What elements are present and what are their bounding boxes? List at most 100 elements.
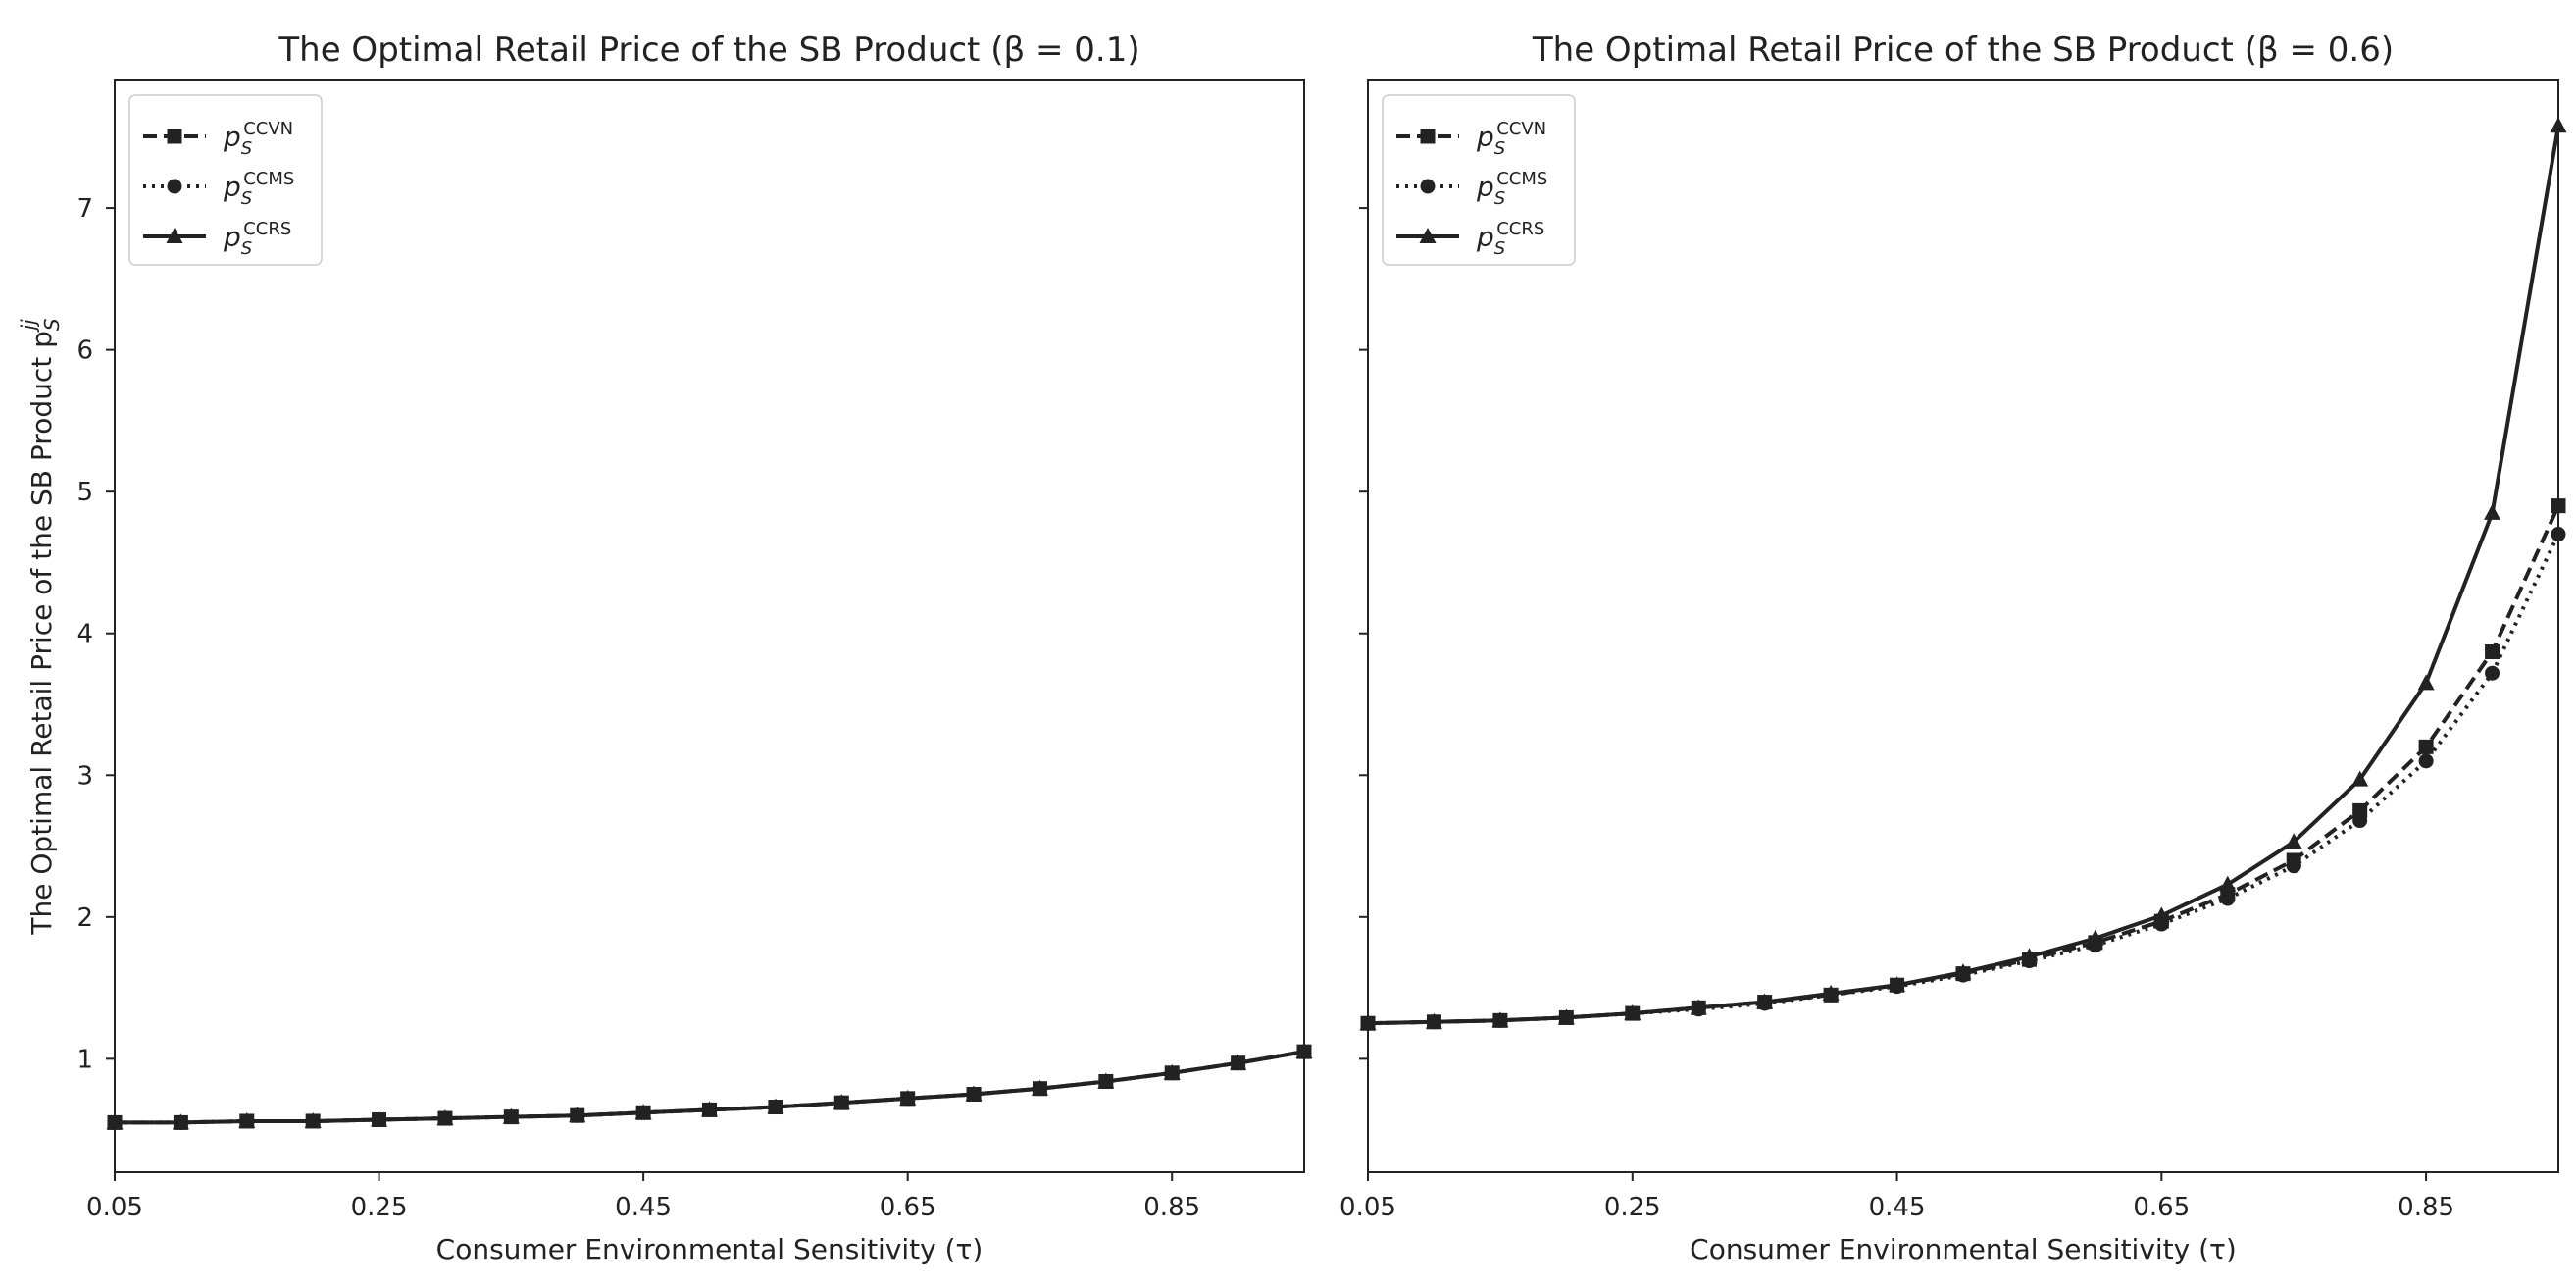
legend-label-sub: S [1494,238,1505,259]
y-tick-label: 2 [76,903,93,933]
legend-marker-ccrs [1419,228,1437,243]
legend-label-sup: CCRS [1496,219,1544,239]
legend-label-ccvn: pSCCVN [223,119,293,159]
data-point-ccrs [1822,984,1840,1001]
legend-marker-ccvn [1420,129,1436,144]
data-point-ccms [2286,858,2301,874]
y-axis-label-sup: jj [17,319,40,334]
legend-label-sub: S [241,188,252,209]
legend-label-sub: S [241,238,252,259]
series-ccrs [1359,117,2567,1031]
x-tick-label: 0.05 [86,1193,143,1222]
series-line-ccvn [1367,504,2560,1026]
x-tick-label: 0.65 [880,1193,936,1222]
y-tick-label: 1 [76,1045,93,1074]
data-point-ccrs [1889,976,1906,993]
series-line-ccms [1367,533,2560,1026]
plot-area [114,79,1305,1173]
legend-label-sup: CCMS [243,169,294,189]
chart-title: The Optimal Retail Price of the SB Produ… [1532,30,2394,70]
y-tick-label: 6 [76,336,93,366]
legend-label-sup: CCMS [1496,169,1547,189]
y-axis-label: The Optimal Retail Price of the SB Produ… [17,318,64,936]
legend-label-sub: S [241,138,252,159]
data-point-ccrs [2087,929,2104,946]
legend-label-ccvn: pSCCVN [1476,119,1546,159]
data-point-ccrs [2484,503,2501,520]
legend-label-base: p [223,171,241,203]
legend-item-ccms: pSCCMS [143,169,294,209]
data-point-ccrs [1097,1072,1115,1089]
legend-label-sup: CCRS [243,219,291,239]
chart-left: The Optimal Retail Price of the SB Produ… [17,30,1313,1265]
data-point-ccrs [2152,906,2170,923]
x-tick-label: 0.05 [1339,1193,1396,1222]
legend-marker-ccms [167,179,182,194]
data-point-ccrs [1031,1079,1048,1096]
legend-label-ccms: pSCCMS [223,169,294,209]
chart-right: The Optimal Retail Price of the SB Produ… [1339,30,2567,1265]
data-point-ccrs [304,1111,322,1128]
legend-item-ccrs: pSCCRS [143,219,291,259]
data-point-ccrs [436,1109,454,1126]
data-point-ccrs [1690,999,1707,1015]
data-point-ccms [2551,527,2566,542]
legend-marker-ccms [1420,179,1436,194]
data-point-ccrs [899,1089,917,1106]
data-point-ccms [2485,665,2500,681]
legend-label-base: p [223,121,241,153]
legend-label-ccrs: pSCCRS [223,219,291,259]
data-point-ccms [2220,891,2236,906]
data-point-ccrs [1557,1008,1575,1025]
x-tick-label: 0.45 [615,1193,672,1222]
data-point-ccrs [1230,1054,1247,1070]
legend-label-sub: S [1494,188,1505,209]
y-tick-label: 7 [76,194,93,224]
x-tick-label: 0.25 [351,1193,408,1222]
data-point-ccrs [1624,1004,1642,1021]
data-point-ccrs [1491,1011,1509,1028]
data-point-ccrs [965,1085,983,1102]
data-point-ccrs [833,1094,850,1110]
legend-label-sub: S [1494,138,1505,159]
data-point-ccrs [371,1110,388,1127]
legend-label-base: p [1476,221,1494,253]
y-axis-label-sub: S [40,318,64,331]
data-point-ccrs [1425,1012,1442,1029]
data-point-ccrs [2550,117,2567,133]
legend-item-ccvn: pSCCVN [1396,119,1546,159]
data-point-ccrs [502,1107,520,1124]
data-point-ccrs [1163,1063,1181,1080]
x-axis-label: Consumer Environmental Sensitivity (τ) [1690,1233,2237,1265]
legend-label-sup: CCVN [1496,119,1546,139]
legend-label-sup: CCVN [243,119,293,139]
legend-label-base: p [1476,171,1494,203]
x-tick-label: 0.85 [1143,1193,1200,1222]
data-point-ccrs [2285,833,2302,849]
data-point-ccrs [634,1104,652,1120]
data-point-ccrs [2020,948,2038,964]
data-point-ccrs [2351,770,2369,787]
data-point-ccrs [1359,1014,1377,1031]
y-tick-label: 3 [76,761,93,791]
data-point-ccms [2352,813,2368,829]
data-point-ccrs [106,1113,124,1130]
data-point-ccrs [2219,875,2237,892]
x-tick-label: 0.25 [1604,1193,1661,1222]
plot-area [1367,79,2559,1173]
data-point-ccrs [238,1111,256,1128]
legend-item-ccvn: pSCCVN [143,119,293,159]
x-tick-label: 0.45 [1869,1193,1926,1222]
y-tick-label: 5 [76,478,93,507]
data-point-ccrs [1295,1043,1313,1059]
data-point-ccvn [2485,644,2500,660]
data-point-ccrs [767,1098,784,1114]
data-point-ccvn [2418,739,2434,754]
legend-marker-ccvn [167,129,182,144]
x-tick-label: 0.65 [2133,1193,2190,1222]
series-ccms [1360,527,2566,1031]
data-point-ccvn [2551,498,2566,514]
